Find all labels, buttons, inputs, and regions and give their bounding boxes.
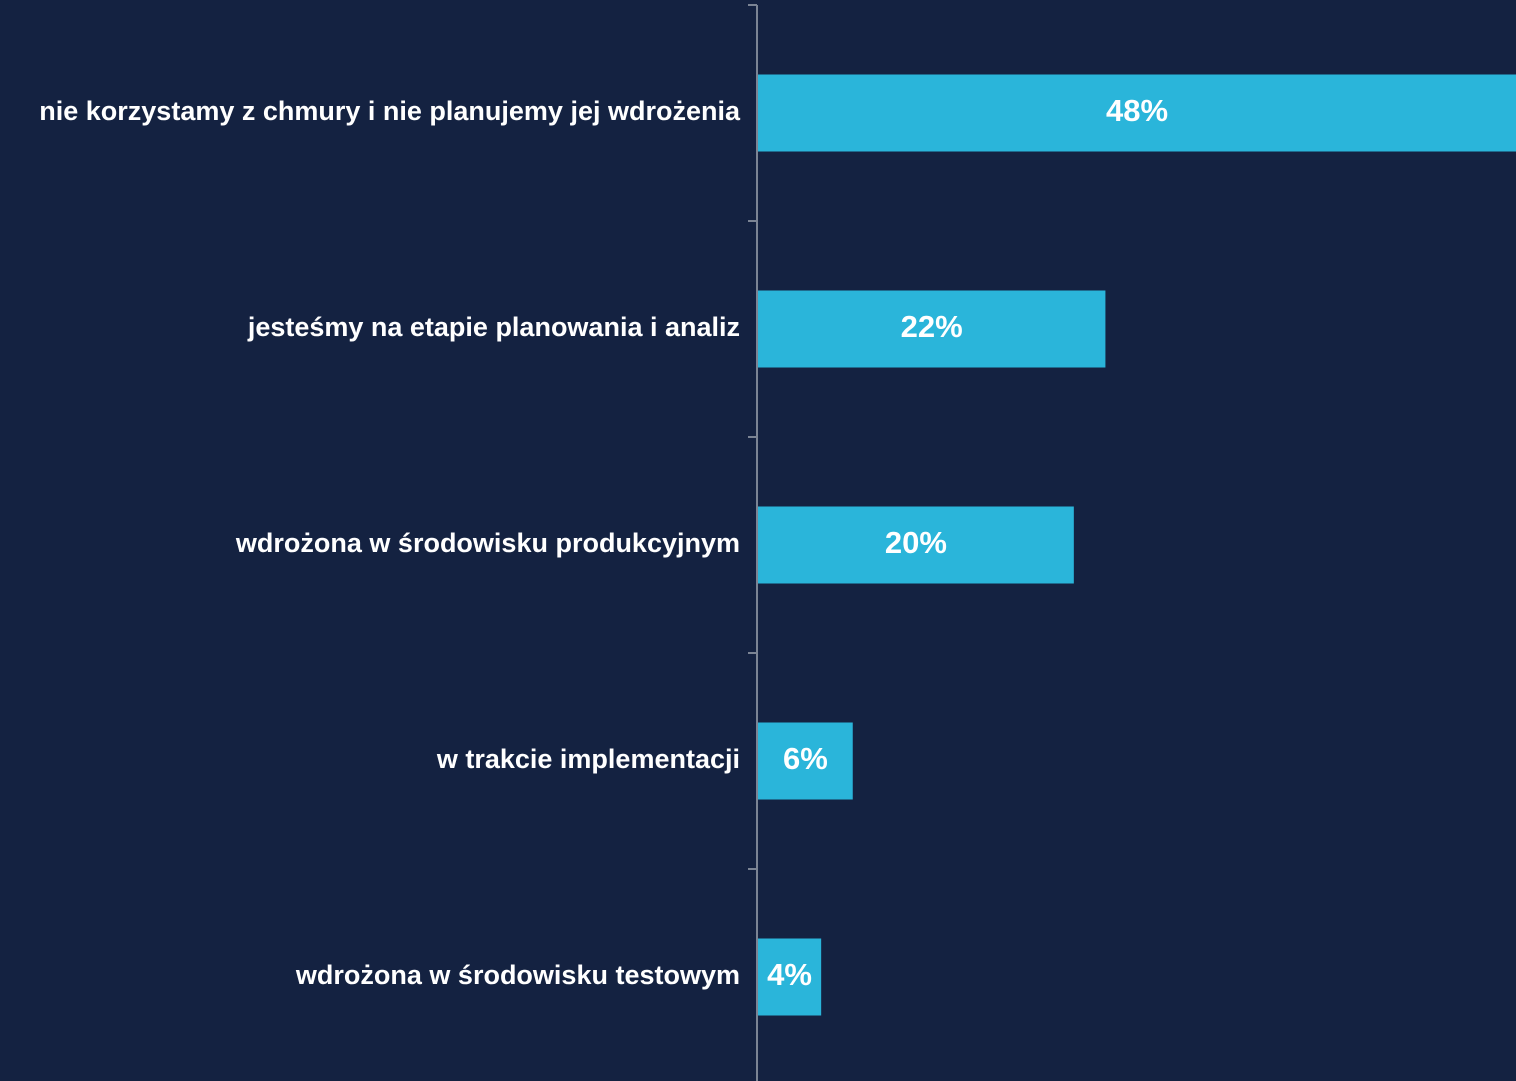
bars-group xyxy=(758,74,1516,1016)
bar xyxy=(758,722,853,800)
value-label: 22% xyxy=(901,309,963,344)
bar xyxy=(758,506,1074,584)
category-label: nie korzystamy z chmury i nie planujemy … xyxy=(39,96,741,126)
value-label: 4% xyxy=(767,957,812,992)
value-label: 48% xyxy=(1106,93,1168,128)
bar xyxy=(758,290,1106,368)
bar xyxy=(758,74,1516,152)
category-label: wdrożona w środowisku produkcyjnym xyxy=(235,528,740,558)
category-label: w trakcie implementacji xyxy=(436,744,740,774)
value-labels: 48% 22% 20% 6% 4% xyxy=(767,93,1168,992)
value-label: 6% xyxy=(783,741,828,776)
axis-ticks xyxy=(748,4,757,870)
category-label: wdrożona w środowisku testowym xyxy=(295,960,740,990)
value-label: 20% xyxy=(885,525,947,560)
category-label: jesteśmy na etapie planowania i analiz xyxy=(247,312,740,342)
category-labels: nie korzystamy z chmury i nie planujemy … xyxy=(39,96,741,990)
bar xyxy=(758,938,822,1016)
